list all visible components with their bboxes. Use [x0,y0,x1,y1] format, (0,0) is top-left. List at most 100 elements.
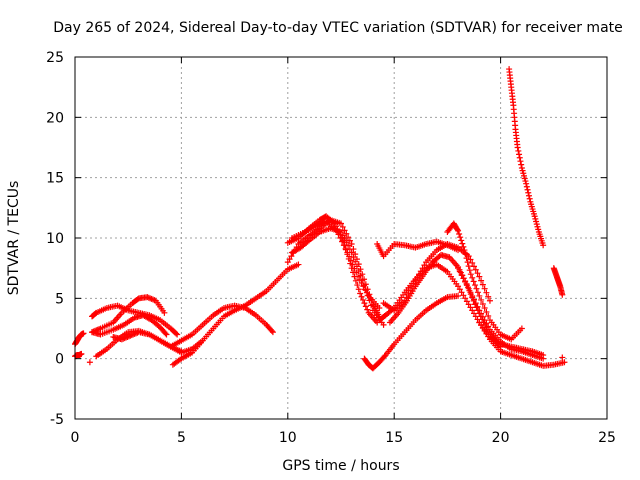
data-point [485,323,492,330]
data-point [526,195,533,202]
data-point [467,304,474,311]
data-point [520,170,527,177]
data-point [516,151,523,158]
data-point [455,292,462,299]
data-point [467,271,474,278]
data-point [363,289,370,296]
data-point [456,286,463,293]
data-point [523,180,530,187]
data-point [473,285,480,292]
data-point [479,300,486,307]
data-point [337,235,344,241]
data-point [478,277,485,284]
data-point [173,330,180,337]
data-point [472,282,479,289]
data-point [368,302,375,309]
data-point [162,330,169,337]
data-point [357,290,364,297]
data-point [462,295,469,302]
data-point [483,320,490,327]
data-point [462,278,469,285]
data-point [359,296,366,303]
data-point [485,293,492,300]
x-tick-label: 15 [385,430,403,446]
x-tick-label: 20 [492,430,510,446]
data-point [354,282,361,289]
data-point [376,304,383,311]
data-point [335,231,342,238]
data-point [486,297,493,304]
series-track-24 [550,265,566,298]
data-point [514,144,521,151]
data-point [515,147,522,154]
data-point [517,158,524,165]
data-point [462,251,469,258]
data-point [86,359,93,366]
data-point [456,268,463,275]
data-point [455,227,462,234]
series-track-8 [167,302,276,350]
data-point [355,273,362,280]
data-point [476,307,483,314]
data-points [72,66,568,372]
y-tick-label: 15 [46,171,64,187]
data-point [78,350,85,357]
data-point [421,262,428,269]
data-point [476,292,483,299]
series-track-26 [559,354,566,361]
data-point [524,186,531,193]
x-tick-label: 10 [279,430,297,446]
data-point [469,274,476,281]
data-point [351,265,358,272]
data-point [463,282,470,289]
y-axis-title: SDTVAR / TECUs [6,181,22,296]
data-point [284,259,291,266]
data-point [455,247,462,254]
chart-title: Day 265 of 2024, Sidereal Day-to-day VTE… [53,20,623,36]
data-point [341,227,348,234]
data-point [559,354,566,361]
data-point [456,230,463,237]
data-point [362,286,369,293]
data-point [361,300,368,307]
data-point [364,292,371,299]
data-point [465,263,472,270]
y-tick-label: 5 [55,291,64,307]
series-track-17 [374,238,462,260]
y-tick-label: 0 [55,352,64,368]
data-point [478,310,485,317]
data-point [163,331,170,338]
data-point [533,221,540,228]
series-track-1 [72,330,87,348]
data-point [347,257,354,264]
series-track-2 [72,350,85,360]
data-point [469,307,476,314]
data-point [344,249,351,256]
data-point [346,253,353,260]
data-point [481,304,488,311]
data-point [471,310,477,317]
data-point [419,265,426,272]
data-point [349,261,356,268]
series-track-25 [86,359,93,366]
x-axis-title: GPS time / hours [282,458,399,474]
data-point [465,301,472,308]
data-point [286,256,293,263]
data-point [471,296,477,303]
data-point [356,276,363,283]
data-point [521,172,528,179]
x-tick-label: 0 [71,430,80,446]
series-track-14 [361,292,462,372]
data-point [469,259,476,266]
data-point [80,330,87,337]
data-point [525,189,532,196]
data-point [531,213,538,220]
data-point [476,273,483,280]
data-point [339,238,346,245]
data-point [345,234,352,241]
data-point [483,309,490,316]
axis-ticks [74,56,608,420]
data-point [485,313,492,320]
data-point [457,234,464,241]
